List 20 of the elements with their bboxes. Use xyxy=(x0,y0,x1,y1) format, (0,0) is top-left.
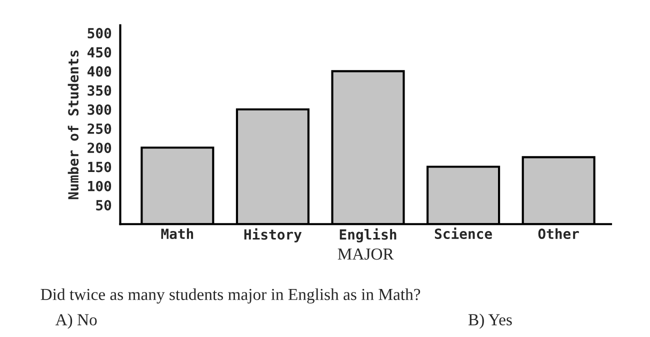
text: B) Yes xyxy=(468,314,512,329)
x-axis-title: MAJOR xyxy=(338,248,394,260)
x-tick-label: Math xyxy=(161,228,194,240)
y-tick-label: 500 xyxy=(88,28,112,38)
y-tick-label: 300 xyxy=(88,104,112,115)
x-tick-label: Other xyxy=(538,228,579,240)
y-tick-label: 150 xyxy=(88,162,112,172)
text: Did twice as many students major in English as in Math? xyxy=(40,288,420,304)
text: A) No xyxy=(55,314,97,329)
y-tick-label: 200 xyxy=(88,142,112,154)
y-tick-label: 450 xyxy=(88,47,112,58)
x-tick-label: History xyxy=(244,228,302,242)
y-tick-label: 250 xyxy=(88,123,112,134)
x-tick-label: English xyxy=(340,228,396,242)
y-axis-title: Number of Students xyxy=(68,50,79,200)
x-tick-label: Science xyxy=(434,228,492,240)
y-tick-label: 350 xyxy=(88,85,112,96)
y-tick-label: 400 xyxy=(88,66,112,77)
y-tick-label: 50 xyxy=(96,200,112,210)
y-tick-label: 100 xyxy=(88,180,112,192)
